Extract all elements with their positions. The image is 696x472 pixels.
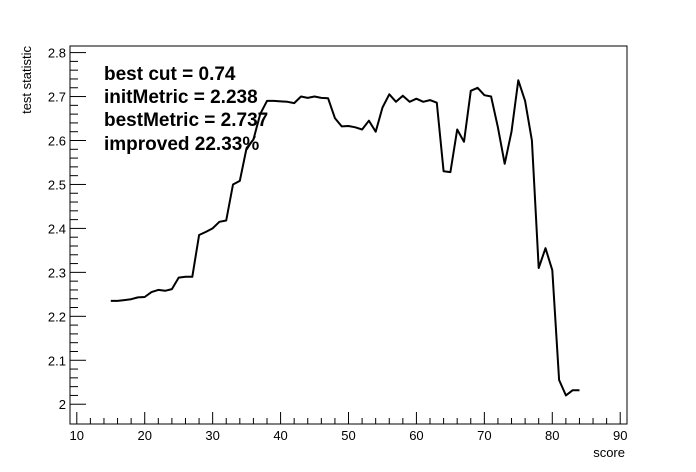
y-tick-label: 2.7 (48, 90, 66, 105)
annotation-init-metric: initMetric = 2.238 (104, 87, 258, 108)
y-tick-label: 2.8 (48, 46, 66, 61)
x-axis-title: score (593, 445, 625, 460)
y-tick-label: 2.1 (48, 353, 66, 368)
y-tick-label: 2.4 (48, 221, 66, 236)
y-axis-ticks (70, 52, 86, 405)
x-tick-label: 80 (545, 428, 559, 443)
x-axis-ticks (76, 412, 621, 424)
annotation-best-metric: bestMetric = 2.737 (104, 110, 268, 131)
annotation-best-cut: best cut = 0.74 (104, 64, 236, 85)
x-tick-label: 90 (613, 428, 627, 443)
y-axis-tick-labels: 2 2.1 2.2 2.3 2.4 2.5 2.6 2.7 2.8 (48, 46, 66, 413)
y-tick-label: 2.2 (48, 309, 66, 324)
series-line (110, 79, 580, 397)
y-tick-label: 2.5 (48, 177, 66, 192)
annotation-improved: improved 22.33% (104, 134, 259, 155)
y-axis-title: test statistic (19, 46, 34, 114)
x-tick-label: 20 (137, 428, 151, 443)
y-tick-label: 2 (59, 397, 66, 412)
x-tick-label: 30 (205, 428, 219, 443)
x-tick-label: 60 (409, 428, 423, 443)
x-tick-label: 10 (70, 428, 84, 443)
x-tick-label: 40 (273, 428, 287, 443)
y-tick-label: 2.3 (48, 265, 66, 280)
y-tick-label: 2.6 (48, 134, 66, 149)
x-tick-label: 70 (477, 428, 491, 443)
x-axis-tick-labels: 10 20 30 40 50 60 70 80 90 (70, 428, 628, 443)
x-tick-label: 50 (341, 428, 355, 443)
